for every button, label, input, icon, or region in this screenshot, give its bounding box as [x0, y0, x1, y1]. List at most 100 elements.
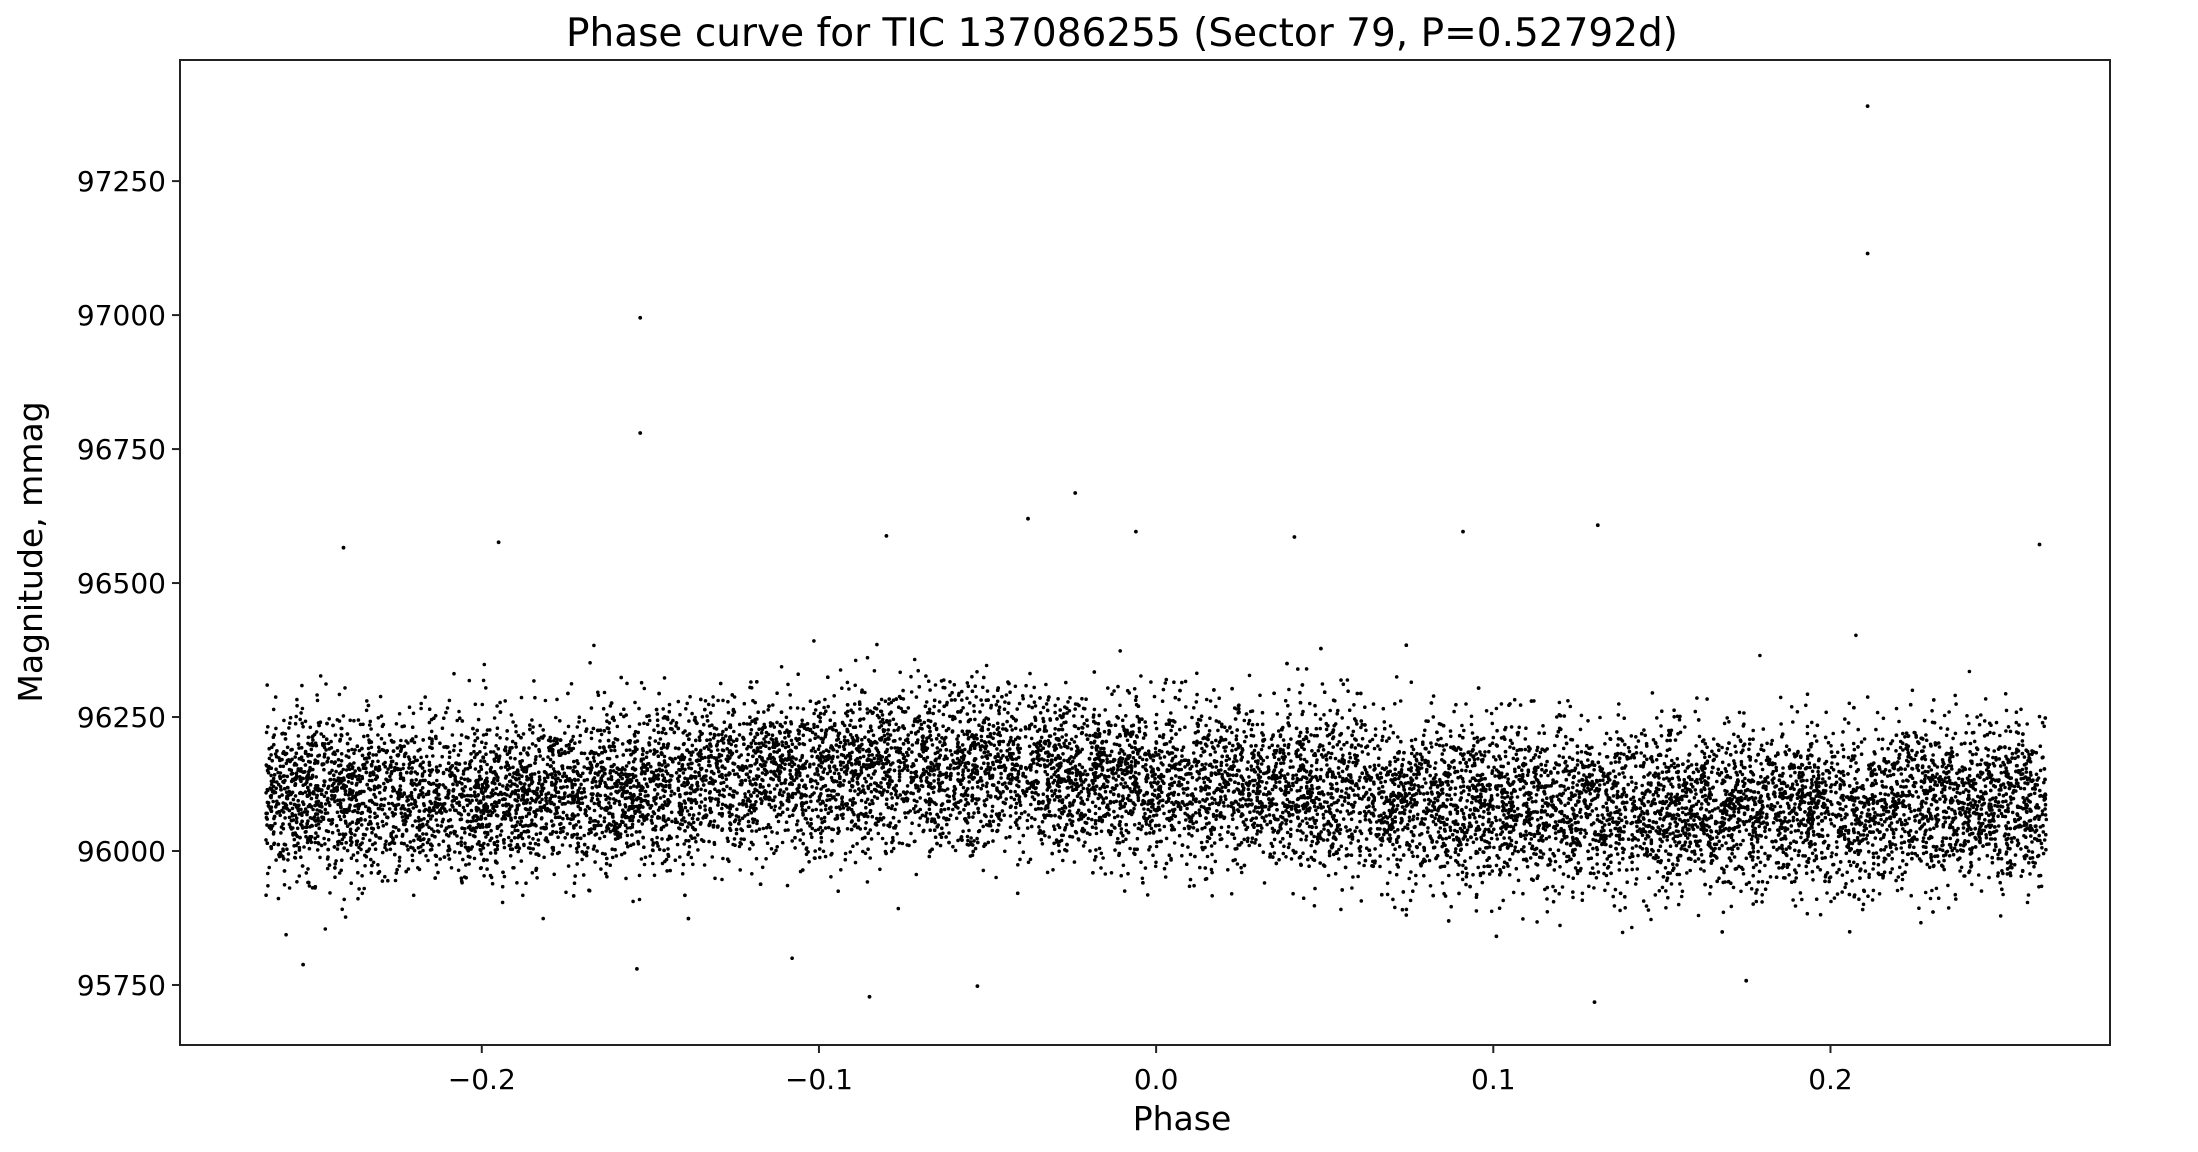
data-point — [1149, 781, 1153, 785]
data-point — [662, 676, 667, 680]
data-point — [1297, 734, 1302, 738]
data-point — [406, 803, 411, 807]
data-point — [1315, 812, 1320, 817]
data-point — [1967, 810, 1971, 814]
data-point — [530, 742, 535, 746]
data-point — [465, 803, 470, 808]
data-point — [995, 699, 1000, 704]
data-point — [1428, 799, 1433, 803]
data-point — [528, 801, 532, 805]
data-point — [1047, 835, 1051, 839]
data-point — [1262, 819, 1267, 823]
data-point — [1814, 897, 1819, 901]
data-point — [839, 763, 843, 767]
data-point — [421, 795, 426, 799]
data-point — [344, 840, 349, 845]
data-point — [1202, 780, 1207, 785]
data-point — [1033, 724, 1037, 729]
data-point — [271, 776, 276, 781]
data-point — [2040, 809, 2045, 813]
data-point — [456, 811, 461, 815]
data-point — [1008, 814, 1013, 818]
data-point — [728, 821, 732, 825]
data-point — [868, 856, 872, 860]
data-point — [560, 802, 565, 806]
data-point — [559, 821, 563, 826]
data-point — [713, 787, 717, 791]
data-point — [952, 797, 957, 801]
data-point — [1064, 680, 1068, 685]
data-point — [493, 851, 498, 855]
data-point — [1039, 735, 1044, 740]
data-point — [1660, 824, 1665, 828]
data-point — [1335, 711, 1339, 716]
data-point — [621, 808, 625, 812]
data-point — [697, 763, 701, 767]
data-point — [320, 763, 325, 767]
data-point — [1162, 866, 1167, 871]
data-point — [973, 684, 978, 688]
data-point — [1064, 738, 1068, 743]
data-point — [1575, 789, 1579, 793]
data-point — [271, 707, 276, 712]
data-point — [627, 724, 632, 729]
data-point — [419, 706, 423, 711]
data-point — [599, 867, 603, 871]
data-point — [1616, 737, 1621, 741]
data-point — [1096, 796, 1100, 801]
data-point — [1984, 811, 1989, 815]
data-point — [293, 755, 298, 759]
data-point — [531, 725, 535, 729]
data-point — [1192, 883, 1196, 888]
data-point — [812, 762, 816, 766]
data-point — [1574, 828, 1579, 833]
data-point — [1928, 896, 1933, 901]
data-point — [1922, 745, 1926, 749]
data-point — [1979, 758, 1984, 762]
data-point — [725, 784, 729, 789]
data-point — [1065, 822, 1069, 827]
data-point — [1478, 871, 1483, 876]
data-point — [872, 795, 877, 799]
data-point — [1306, 739, 1311, 744]
data-point — [1524, 829, 1528, 834]
data-point — [1566, 786, 1571, 791]
data-point — [1924, 796, 1929, 801]
data-point — [1736, 846, 1740, 851]
data-point — [1504, 808, 1508, 813]
data-point — [1198, 865, 1202, 870]
data-point — [368, 771, 373, 775]
data-point — [972, 811, 976, 815]
data-point — [749, 741, 754, 746]
data-point — [1617, 702, 1621, 706]
data-point — [348, 737, 352, 741]
data-point — [1262, 881, 1267, 885]
data-point — [287, 822, 292, 827]
data-point — [1291, 773, 1295, 778]
data-point — [1433, 796, 1437, 801]
data-point — [425, 840, 430, 845]
data-point — [1057, 742, 1061, 747]
data-point — [1379, 843, 1383, 847]
data-point — [886, 742, 890, 746]
data-point — [965, 681, 970, 685]
data-point — [315, 848, 320, 852]
data-point — [1895, 820, 1900, 824]
data-point — [323, 811, 328, 816]
data-point — [1107, 807, 1111, 812]
data-point — [1621, 771, 1625, 775]
data-point — [1943, 820, 1948, 824]
data-point — [648, 736, 652, 740]
data-point — [748, 715, 752, 719]
data-point — [763, 725, 767, 729]
data-point — [1547, 835, 1552, 839]
data-point — [1859, 815, 1863, 819]
data-point — [847, 780, 852, 784]
data-point — [859, 798, 864, 803]
data-point — [1626, 782, 1630, 787]
data-point — [1447, 835, 1452, 839]
data-point — [1199, 840, 1204, 845]
data-point — [1609, 761, 1613, 765]
data-point — [383, 797, 387, 801]
